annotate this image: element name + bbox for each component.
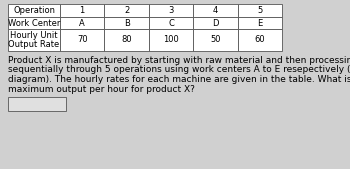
- Text: diagram). The hourly rates for each machine are given in the table. What is the: diagram). The hourly rates for each mach…: [8, 75, 350, 84]
- Bar: [238, 17, 282, 29]
- Bar: [8, 17, 60, 29]
- Bar: [104, 4, 149, 17]
- Text: 4: 4: [213, 6, 218, 15]
- Bar: [193, 29, 238, 51]
- Bar: [8, 29, 60, 51]
- Bar: [149, 29, 193, 51]
- Bar: [149, 17, 193, 29]
- Text: 50: 50: [210, 35, 220, 44]
- Bar: [238, 4, 282, 17]
- Text: 100: 100: [163, 35, 179, 44]
- Text: 1: 1: [79, 6, 85, 15]
- Text: 70: 70: [77, 35, 88, 44]
- Text: Operation: Operation: [13, 6, 55, 15]
- Text: sequentially through 5 operations using work centers A to E resepectively (see: sequentially through 5 operations using …: [8, 66, 350, 75]
- Text: Product X is manufactured by starting with raw material and then processing it: Product X is manufactured by starting wi…: [8, 56, 350, 65]
- Text: 2: 2: [124, 6, 129, 15]
- Text: Work Center: Work Center: [8, 18, 60, 28]
- Bar: [8, 97, 66, 111]
- Text: 80: 80: [121, 35, 132, 44]
- Text: 5: 5: [257, 6, 262, 15]
- Bar: [60, 29, 104, 51]
- Text: C: C: [168, 18, 174, 28]
- Bar: [238, 29, 282, 51]
- Text: Output Rate: Output Rate: [8, 40, 60, 49]
- Bar: [104, 29, 149, 51]
- Bar: [193, 17, 238, 29]
- Bar: [8, 4, 60, 17]
- Bar: [60, 17, 104, 29]
- Bar: [149, 4, 193, 17]
- Bar: [193, 4, 238, 17]
- Text: D: D: [212, 18, 219, 28]
- Text: A: A: [79, 18, 85, 28]
- Bar: [60, 4, 104, 17]
- Text: B: B: [124, 18, 130, 28]
- Text: Hourly Unit: Hourly Unit: [10, 31, 58, 40]
- Bar: [104, 17, 149, 29]
- Text: E: E: [257, 18, 262, 28]
- Text: maximum output per hour for product X?: maximum output per hour for product X?: [8, 84, 195, 93]
- Text: 3: 3: [168, 6, 174, 15]
- Text: 60: 60: [254, 35, 265, 44]
